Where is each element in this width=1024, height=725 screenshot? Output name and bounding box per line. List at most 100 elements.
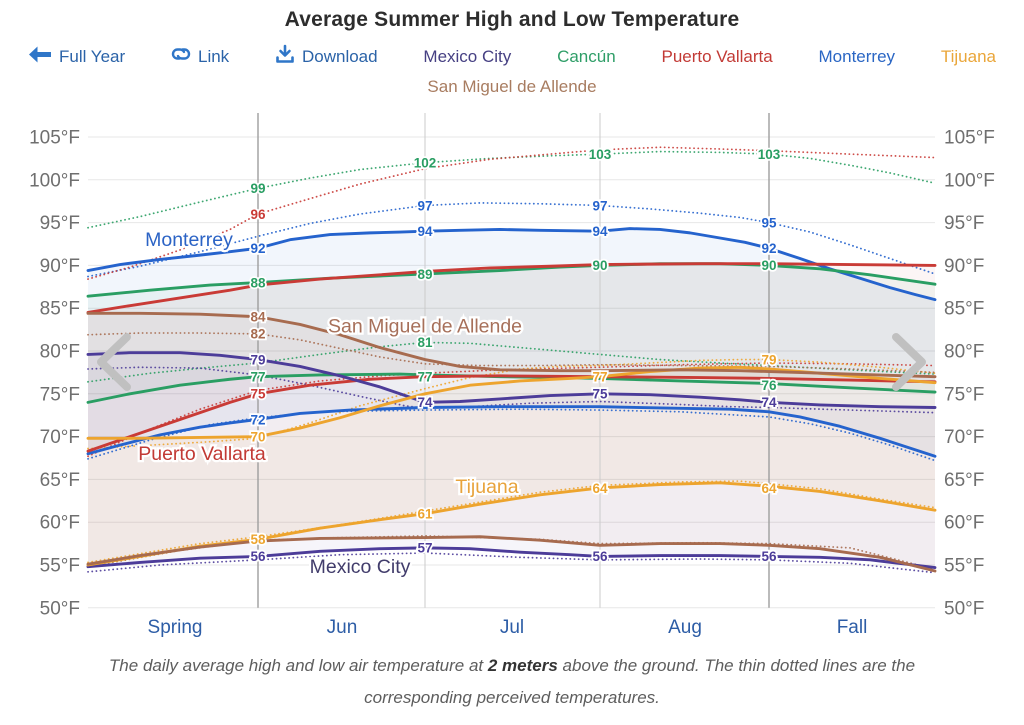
y-axis-label-right: 60°F — [944, 513, 984, 534]
value-label-san-miguel-perceived-high-82: 82 — [250, 327, 265, 342]
download-icon — [275, 44, 295, 69]
link-icon — [171, 44, 191, 69]
y-axis-label-right: 65°F — [944, 470, 984, 491]
page-title: Average Summer High and Low Temperature — [284, 8, 740, 31]
value-label-cancun-low-77: 77 — [250, 369, 265, 384]
chart-city-label-monterrey: Monterrey — [145, 229, 233, 251]
y-axis-label-left: 100°F — [29, 170, 80, 191]
download-label: Download — [301, 46, 378, 66]
value-label-mexico-city-high-75: 75 — [592, 387, 608, 402]
y-axis-label-left: 75°F — [40, 384, 80, 405]
y-axis-label-right: 105°F — [944, 128, 995, 149]
value-label-tijuana-low-61: 61 — [417, 506, 433, 521]
series-san-miguel-low — [86, 535, 937, 573]
value-label-mexico-city-high-79: 79 — [250, 352, 265, 367]
x-axis-label-spring[interactable]: Spring — [148, 617, 203, 638]
legend-item-mexico-city[interactable]: Mexico City — [423, 46, 512, 66]
y-axis-label-right: 80°F — [944, 342, 984, 363]
y-axis-label-left: 80°F — [40, 342, 80, 363]
series-tijuana-perceived-low — [87, 480, 936, 564]
value-label-cancun-perceived-high-99: 99 — [250, 181, 265, 196]
download-button[interactable]: Download — [275, 44, 378, 69]
series-mexico-city-perceived-low — [87, 552, 936, 574]
series-puerto-vallarta-perceived-low — [87, 362, 936, 458]
value-label-monterrey-perceived-high-97: 97 — [592, 198, 607, 213]
value-label-mexico-city-high-74: 74 — [417, 395, 433, 410]
series-monterrey-perceived-high — [87, 202, 936, 278]
legend-item-monterrey[interactable]: Monterrey — [818, 46, 896, 66]
series-puerto-vallarta-high — [86, 262, 937, 314]
value-label-tijuana-low-64: 64 — [761, 481, 777, 496]
value-label-cancun-high-90: 90 — [761, 258, 776, 273]
value-label-puerto-vallarta-low-75: 75 — [250, 387, 266, 402]
y-axis-label-right: 85°F — [944, 299, 984, 320]
value-label-puerto-vallarta-perceived-high-96: 96 — [250, 207, 266, 222]
value-label-monterrey-high-92: 92 — [761, 241, 776, 256]
series-mexico-city-high — [86, 351, 937, 409]
full-year-label: Full Year — [59, 46, 126, 66]
y-axis-label-right: 90°F — [944, 256, 984, 277]
value-label-cancun-low-76: 76 — [761, 378, 777, 393]
value-label-cancun-perceived-high-102: 102 — [414, 155, 437, 170]
value-label-cancun-high-90: 90 — [592, 258, 607, 273]
legend-item-san-miguel[interactable]: San Miguel de Allende — [427, 77, 597, 96]
y-axis-label-left: 55°F — [40, 556, 80, 577]
value-label-mexico-city-low-56: 56 — [761, 549, 777, 564]
chart-canvas: 105°F 105°F 100°F 100°F 95°F 95°F 90°F 90°F 85°F… — [29, 113, 995, 638]
y-axis-label-left: 70°F — [40, 427, 80, 448]
value-label-cancun-low-77: 77 — [417, 369, 432, 384]
value-label-tijuana-high-77: 77 — [592, 369, 607, 384]
series-cancun-perceived-high — [87, 150, 936, 229]
legend-row-2: San Miguel de Allende — [0, 77, 1024, 97]
series-mexico-city-low — [86, 546, 937, 570]
value-label-monterrey-perceived-high-97: 97 — [417, 198, 432, 213]
y-axis-label-left: 85°F — [40, 299, 80, 320]
series-tijuana-high — [86, 365, 937, 440]
area-fill-puerto-vallarta — [88, 263, 935, 452]
caption-bold: 2 meters — [487, 656, 558, 675]
toolbar: Full Year Link Download Mexico City Canc… — [28, 44, 996, 69]
legend-item-puerto-vallarta[interactable]: Puerto Vallarta — [661, 46, 773, 66]
y-axis-label-left: 65°F — [40, 470, 80, 491]
value-label-cancun-perceived-high-103: 103 — [758, 147, 781, 162]
value-label-cancun-high-88: 88 — [250, 275, 266, 290]
value-label-mexico-city-low-56: 56 — [250, 549, 266, 564]
x-axis-label-fall[interactable]: Fall — [837, 617, 868, 638]
chart-city-label-mexico-city: Mexico City — [310, 556, 411, 578]
x-axis-label-jun[interactable]: Jun — [327, 617, 358, 638]
value-label-tijuana-high-70: 70 — [250, 429, 265, 444]
x-axis-label-jul[interactable]: Jul — [500, 617, 524, 638]
value-label-mexico-city-low-56: 56 — [592, 549, 608, 564]
legend-item-cancun[interactable]: Cancún — [557, 46, 616, 66]
series-tijuana-perceived-high — [87, 358, 936, 450]
y-axis-label-left: 50°F — [40, 598, 80, 619]
link-label: Link — [197, 46, 230, 66]
value-label-tijuana-perceived-high-79: 79 — [761, 352, 776, 367]
y-axis-label-left: 95°F — [40, 213, 80, 234]
legend-item-tijuana[interactable]: Tijuana — [940, 46, 996, 66]
y-axis-label-left: 60°F — [40, 513, 80, 534]
series-monterrey-low — [86, 405, 937, 458]
caption-text-2: above the ground. The thin dotted lines … — [364, 656, 916, 708]
value-label-monterrey-perceived-high-95: 95 — [761, 215, 777, 230]
next-period-button chevron-right-icon[interactable] — [892, 333, 926, 391]
chart-city-label-puerto-vallarta: Puerto Vallarta — [138, 443, 266, 465]
prev-period-button chevron-left-icon[interactable] — [97, 333, 131, 391]
y-axis-label-right: 50°F — [944, 598, 984, 619]
value-label-cancun-perceived-low-81: 81 — [417, 335, 433, 350]
full-year-button[interactable]: Full Year — [28, 46, 125, 68]
caption-text-1: The daily average high and low air tempe… — [108, 656, 488, 675]
y-axis-label-right: 100°F — [944, 170, 995, 191]
x-axis-label-aug[interactable]: Aug — [668, 617, 702, 638]
value-label-cancun-perceived-high-103: 103 — [589, 147, 612, 162]
series-puerto-vallarta-low — [86, 374, 937, 453]
chart-caption: The daily average high and low air tempe… — [0, 650, 1024, 715]
chart-city-label-san-miguel-de-allende: San Miguel de Allende — [328, 315, 522, 337]
area-fill-tijuana — [88, 367, 935, 565]
value-label-tijuana-low-58: 58 — [250, 532, 266, 547]
link-button[interactable]: Link — [171, 44, 229, 69]
value-label-mexico-city-high-74: 74 — [761, 395, 777, 410]
value-label-monterrey-high-94: 94 — [592, 224, 608, 239]
series-san-miguel-perceived-high — [87, 332, 936, 374]
